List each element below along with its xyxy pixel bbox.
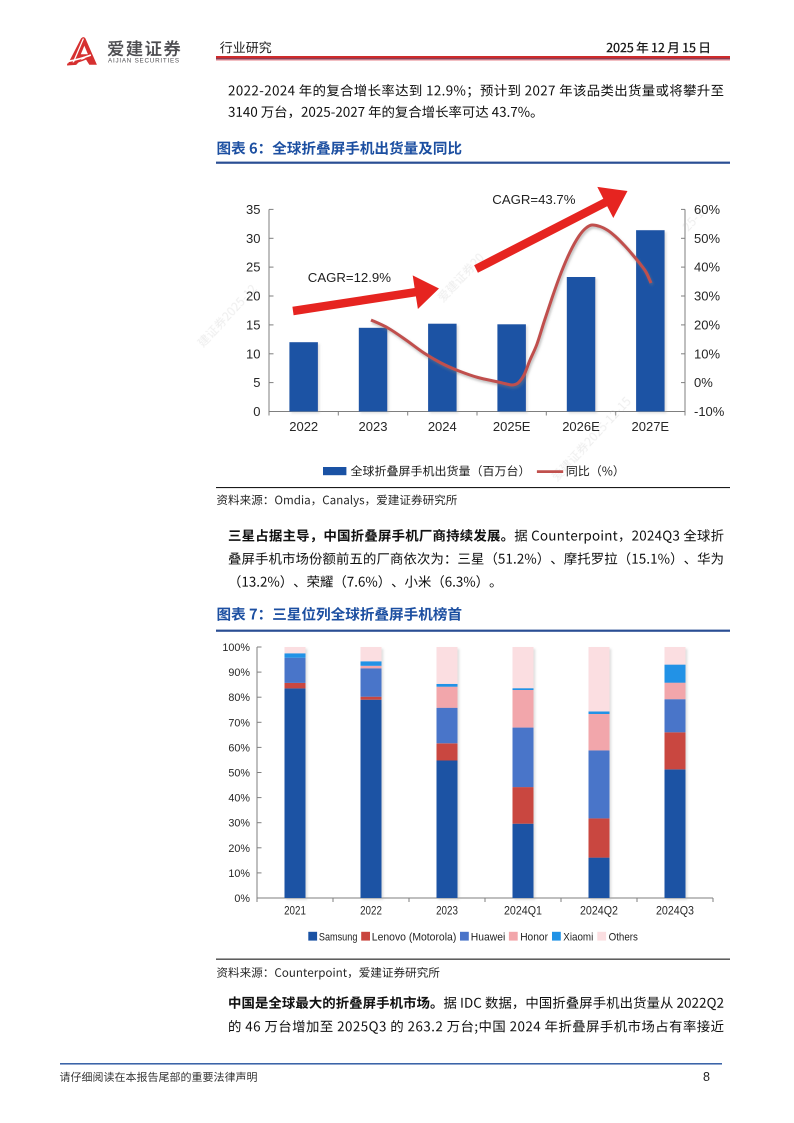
- svg-text:10%: 10%: [228, 868, 250, 880]
- svg-text:Xiaomi: Xiaomi: [563, 931, 593, 943]
- svg-text:5: 5: [253, 375, 260, 390]
- svg-text:60%: 60%: [694, 202, 720, 217]
- svg-text:60%: 60%: [228, 742, 250, 754]
- svg-text:2024: 2024: [428, 419, 457, 434]
- svg-text:80%: 80%: [228, 692, 250, 704]
- svg-text:Huawei: Huawei: [471, 931, 506, 943]
- svg-text:30: 30: [246, 231, 260, 246]
- svg-text:40%: 40%: [694, 260, 720, 275]
- svg-text:50%: 50%: [228, 768, 250, 780]
- svg-text:0%: 0%: [694, 375, 713, 390]
- svg-text:10: 10: [246, 346, 260, 361]
- svg-text:CAGR=12.9%: CAGR=12.9%: [308, 270, 391, 285]
- svg-text:2022: 2022: [289, 419, 318, 434]
- svg-text:AIJIAN SECURITIES: AIJIAN SECURITIES: [108, 58, 180, 65]
- svg-text:2024Q2: 2024Q2: [580, 906, 618, 918]
- svg-text:2027E: 2027E: [632, 419, 670, 434]
- svg-text:0: 0: [253, 404, 260, 419]
- svg-text:2021: 2021: [284, 906, 306, 918]
- svg-text:2025E: 2025E: [493, 419, 531, 434]
- svg-text:30%: 30%: [694, 289, 720, 304]
- svg-text:0%: 0%: [234, 893, 250, 905]
- svg-text:2024Q3: 2024Q3: [656, 906, 694, 918]
- svg-text:15: 15: [246, 318, 260, 333]
- svg-text:8: 8: [703, 1070, 710, 1084]
- svg-text:2022: 2022: [360, 906, 382, 918]
- svg-text:10%: 10%: [694, 346, 720, 361]
- svg-text:2024Q1: 2024Q1: [504, 906, 542, 918]
- svg-text:20%: 20%: [694, 318, 720, 333]
- svg-text:25: 25: [246, 260, 260, 275]
- svg-text:20: 20: [246, 289, 260, 304]
- svg-text:Lenovo (Motorola): Lenovo (Motorola): [372, 931, 457, 943]
- svg-text:-10%: -10%: [694, 404, 725, 419]
- svg-text:Honor: Honor: [520, 931, 548, 943]
- svg-text:2023: 2023: [359, 419, 388, 434]
- svg-text:100%: 100%: [222, 642, 250, 654]
- svg-text:20%: 20%: [228, 843, 250, 855]
- svg-text:40%: 40%: [228, 793, 250, 805]
- svg-text:70%: 70%: [228, 717, 250, 729]
- svg-text:Samsung: Samsung: [319, 931, 358, 943]
- svg-text:90%: 90%: [228, 667, 250, 679]
- svg-text:35: 35: [246, 202, 260, 217]
- svg-text:50%: 50%: [694, 231, 720, 246]
- svg-text:2026E: 2026E: [562, 419, 600, 434]
- svg-text:2023: 2023: [436, 906, 458, 918]
- svg-text:Others: Others: [609, 931, 639, 943]
- svg-text:CAGR=43.7%: CAGR=43.7%: [492, 192, 575, 207]
- svg-text:30%: 30%: [228, 818, 250, 830]
